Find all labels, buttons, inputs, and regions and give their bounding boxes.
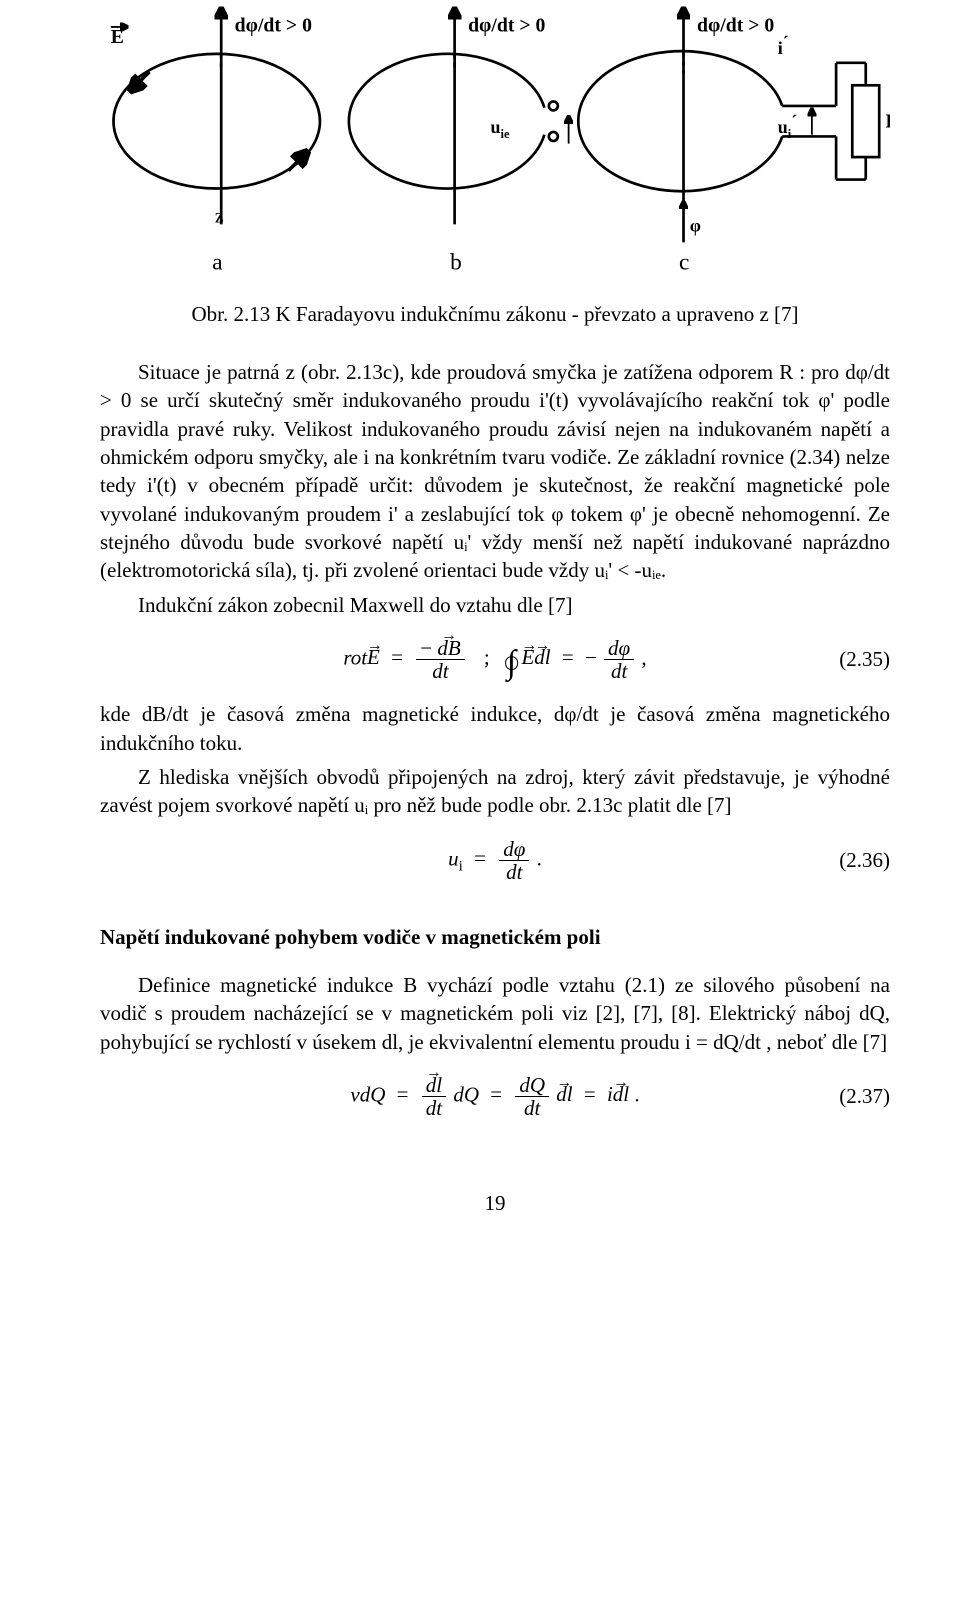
i-label: i´ [778,32,789,57]
subfig-c: dφ/dt > 0 R i´ ui´ [578,9,890,275]
eq-num-235: (2.35) [830,645,890,673]
paragraph-2: Indukční zákon zobecnil Maxwell do vztah… [100,591,890,619]
figure-caption: Obr. 2.13 K Faradayovu indukčnímu zákonu… [100,300,890,328]
label-c: c [679,249,689,275]
dphi-label-b: dφ/dt > 0 [468,14,545,36]
paragraph-5: Definice magnetické indukce B vychází po… [100,971,890,1056]
E-label: E [111,26,124,48]
dphi-label-a: dφ/dt > 0 [235,14,312,36]
paragraph-4: Z hlediska vnějších obvodů připojených n… [100,763,890,820]
label-a: a [212,249,223,275]
equation-2-36: ui = dφ dt . (2.36) [100,838,890,883]
eq-num-236: (2.36) [830,846,890,874]
z-label: z [215,206,224,228]
label-b: b [450,249,462,275]
equation-2-37: vdQ = dl dt dQ = dQ dt dl = idl . (2.37) [100,1074,890,1119]
paragraph-3: kde dB/dt je časová změna magnetické ind… [100,700,890,757]
uie-label: uie [491,117,510,141]
subfig-b: dφ/dt > 0 uie b [349,9,569,275]
faraday-figure: dφ/dt > 0 E z a dφ/dt > 0 [100,0,890,278]
eq-num-237: (2.37) [830,1082,890,1110]
phi-label: φ [690,216,701,236]
R-label: R [885,110,890,132]
dphi-label-c: dφ/dt > 0 [697,14,774,36]
section-heading: Napětí indukované pohybem vodiče v magne… [100,923,890,951]
equation-2-35: rotE = − dB dt ; ∫ Edl = − dφ dt , (2.35… [100,637,890,682]
subfig-a: dφ/dt > 0 E z a [111,9,320,275]
paragraph-1: Situace je patrná z (obr. 2.13c), kde pr… [100,358,890,585]
page-number: 19 [100,1189,890,1217]
